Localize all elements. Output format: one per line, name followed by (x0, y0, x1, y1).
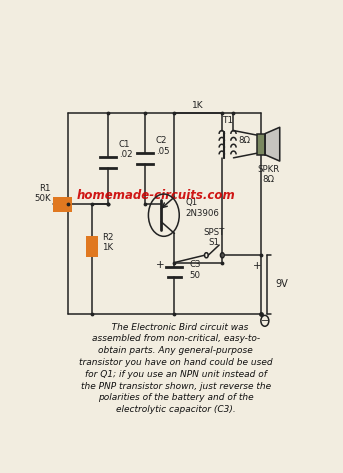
Text: homemade-circuits.com: homemade-circuits.com (76, 189, 235, 201)
Text: C3
50: C3 50 (189, 260, 201, 280)
Text: Q1
2N3906: Q1 2N3906 (186, 198, 220, 218)
Text: C1
.02: C1 .02 (119, 140, 132, 159)
Bar (257, 133, 265, 155)
Text: 8Ω: 8Ω (239, 136, 251, 145)
Text: 9V: 9V (275, 280, 288, 289)
Text: 1K: 1K (192, 101, 204, 110)
Text: SPST
S1: SPST S1 (204, 228, 225, 247)
Text: −: − (261, 316, 269, 326)
Polygon shape (265, 127, 280, 161)
FancyBboxPatch shape (86, 236, 98, 257)
Text: C2
.05: C2 .05 (156, 136, 169, 156)
Text: +: + (252, 261, 261, 271)
Text: The Electronic Bird circuit was
assembled from non-critical, easy-to-
obtain par: The Electronic Bird circuit was assemble… (79, 323, 273, 414)
Text: R1
50K: R1 50K (34, 184, 50, 203)
FancyBboxPatch shape (53, 197, 72, 212)
Text: +: + (156, 260, 164, 270)
Text: R2
1K: R2 1K (102, 233, 114, 252)
Text: T1: T1 (222, 116, 233, 125)
Text: SPKR
8Ω: SPKR 8Ω (257, 165, 280, 184)
